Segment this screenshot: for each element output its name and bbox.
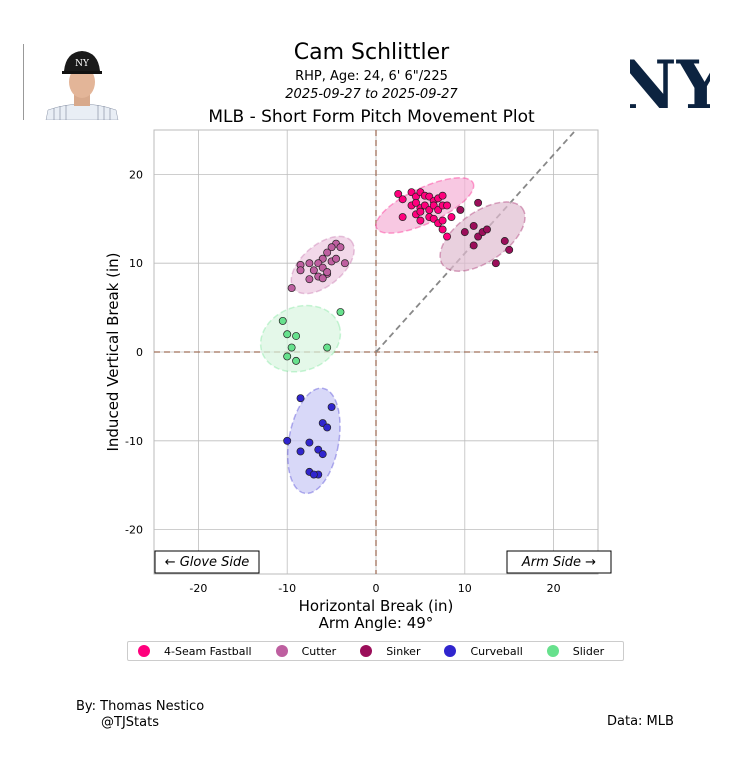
- pitch-point: [309, 266, 318, 275]
- legend-label: Slider: [572, 644, 605, 658]
- legend-dot-sinker: [360, 645, 373, 657]
- yankees-logo: NY: [630, 46, 710, 120]
- pitch-point: [416, 216, 425, 225]
- legend-dot-4-seam-fastball: [138, 645, 150, 657]
- x-axis-label: Horizontal Break (in): [299, 597, 454, 615]
- pitch-point: [323, 268, 332, 277]
- pitch-point: [323, 248, 332, 257]
- pitch-point: [438, 225, 447, 234]
- date-range: 2025-09-27 to 2025-09-27: [285, 87, 458, 102]
- confidence-ellipse: [439, 201, 526, 272]
- svg-text:NY: NY: [75, 59, 90, 69]
- pitch-point: [318, 274, 327, 283]
- pitch-point: [305, 259, 314, 268]
- player-name: Cam Schlittler: [293, 40, 450, 65]
- pitch-point: [283, 330, 292, 339]
- legend-item-4-seam-fastball: 4-Seam Fastball: [138, 645, 252, 658]
- legend-dot-cutter: [275, 645, 288, 657]
- confidence-ellipse: [286, 387, 341, 495]
- pitch-point: [292, 356, 301, 365]
- pitch-point: [305, 275, 314, 284]
- legend-item-slider: Slider: [546, 644, 605, 658]
- pitch-point: [283, 436, 292, 445]
- header-divider: [23, 44, 24, 120]
- arm-side-label-box: [506, 550, 612, 574]
- y-tick-label: -10: [125, 435, 143, 448]
- pitch-point: [500, 237, 509, 245]
- pitch-point: [398, 195, 407, 204]
- legend-item-cutter: Cutter: [275, 644, 337, 658]
- confidence-ellipse-group: [286, 387, 341, 495]
- pitch-point: [278, 316, 287, 325]
- pitch-point: [412, 198, 420, 207]
- x-tick-label: -10: [278, 582, 296, 595]
- x-tick-label: 20: [547, 582, 561, 595]
- legend-item-sinker: Sinker: [360, 645, 420, 658]
- pitch-point: [340, 259, 349, 268]
- pitch-point: [287, 284, 296, 293]
- pitch-point: [505, 245, 514, 254]
- legend: 4-Seam Fastball Cutter Sinker Curveball …: [127, 641, 624, 661]
- pitch-point: [469, 221, 478, 230]
- pitch-point: [309, 470, 318, 479]
- legend-label: Curveball: [470, 644, 523, 658]
- movement-chart: -20 -10 0 10 20 -20 -10 0 10 20 ← Glove Side Arm Si…: [104, 129, 612, 632]
- pitch-point: [332, 254, 340, 263]
- credit-by: By: Thomas Nestico: [76, 699, 205, 714]
- pitch-point: [443, 232, 451, 241]
- pitch-point: [438, 216, 447, 225]
- pitch-point: [336, 308, 345, 316]
- pitch-point: [336, 243, 345, 252]
- arm-angle-label: Arm Angle: 49°: [319, 614, 434, 632]
- legend-label: Sinker: [386, 644, 421, 658]
- pitch-point: [292, 332, 301, 340]
- svg-text:NY: NY: [630, 46, 710, 120]
- plot-title: MLB - Short Form Pitch Movement Plot: [208, 107, 535, 127]
- legend-dot-curveball: [444, 645, 457, 657]
- player-info: RHP, Age: 24, 6' 6"/225: [295, 69, 448, 84]
- pitch-point: [305, 438, 314, 447]
- credit-handle: @TJStats: [101, 715, 159, 730]
- arm-side-label: Arm Side →: [521, 555, 596, 570]
- confidence-ellipse-group: [439, 201, 526, 272]
- glove-side-label: ← Glove Side: [165, 555, 250, 570]
- y-tick-label: -20: [125, 524, 143, 537]
- pitch-point: [398, 213, 407, 221]
- pitch-point: [394, 189, 403, 198]
- pitch-point: [323, 423, 332, 432]
- pitch-point: [447, 213, 456, 221]
- y-tick-label: 10: [129, 257, 143, 270]
- pitch-point: [287, 343, 296, 352]
- pitch-point: [318, 450, 327, 459]
- pitch-point: [443, 201, 451, 210]
- credit-data: Data: MLB: [607, 714, 674, 729]
- legend-item-curveball: Curveball: [444, 644, 523, 658]
- pitch-point: [474, 198, 483, 207]
- pitch-point: [283, 352, 292, 361]
- pitch-point: [416, 207, 425, 216]
- y-axis-label: Induced Vertical Break (in): [104, 252, 122, 451]
- pitch-point: [296, 266, 305, 275]
- player-headshot: NY: [42, 44, 122, 120]
- pitch-point: [327, 243, 336, 252]
- legend-label: 4-Seam Fastball: [164, 644, 252, 658]
- x-tick-label: 0: [373, 582, 380, 595]
- y-tick-label: 20: [129, 168, 143, 181]
- y-tick-label: 0: [136, 346, 143, 359]
- pitch-point: [483, 225, 491, 234]
- x-tick-label: 10: [458, 582, 472, 595]
- pitch-point: [456, 205, 465, 214]
- pitch-point: [296, 447, 305, 456]
- pitch-point: [327, 403, 336, 412]
- legend-dot-slider: [546, 645, 559, 657]
- pitch-point: [438, 191, 447, 200]
- pitch-point: [460, 228, 469, 237]
- pitch-point: [491, 259, 500, 268]
- glove-side-label-box: [154, 550, 260, 574]
- legend-label: Cutter: [301, 644, 337, 658]
- pitch-point: [323, 343, 332, 352]
- x-tick-label: -20: [189, 582, 207, 595]
- pitch-point: [296, 394, 305, 403]
- pitch-point: [469, 241, 478, 250]
